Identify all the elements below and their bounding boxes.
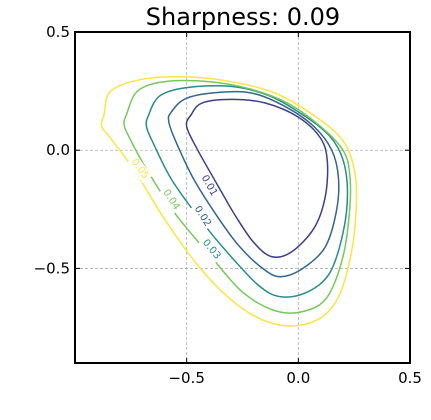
contour-lines <box>100 76 358 327</box>
contour-label-gap <box>198 235 225 264</box>
chart-title: Sharpness: 0.09 <box>146 3 340 31</box>
contour-line-0-05 <box>100 76 358 327</box>
axis-ticks <box>75 31 411 363</box>
y-tick-label: −0.5 <box>34 259 70 277</box>
contour-label-0-01: 0.01 <box>199 173 220 198</box>
y-tick-labels: −0.5 0.0 0.5 <box>34 23 70 277</box>
contour-label-gap <box>127 155 153 184</box>
contour-line-0-02 <box>167 90 340 278</box>
x-tick-label: 0.0 <box>286 369 310 387</box>
contour-line-0-03 <box>145 84 349 298</box>
contour-label-gap <box>197 171 221 200</box>
contour-label-gap <box>158 185 184 215</box>
x-tick-label: 0.5 <box>398 369 422 387</box>
x-tick-label: −0.5 <box>168 369 204 387</box>
plot-frame <box>74 31 411 364</box>
contour-label-gap <box>190 202 215 231</box>
y-tick-label: 0.5 <box>46 23 70 41</box>
x-tick-labels: −0.5 0.0 0.5 <box>168 369 421 387</box>
y-tick-label: 0.0 <box>46 141 70 159</box>
contour-line-0-01 <box>185 98 329 258</box>
contour-line-0-04 <box>123 79 352 314</box>
grid-lines <box>75 32 410 363</box>
